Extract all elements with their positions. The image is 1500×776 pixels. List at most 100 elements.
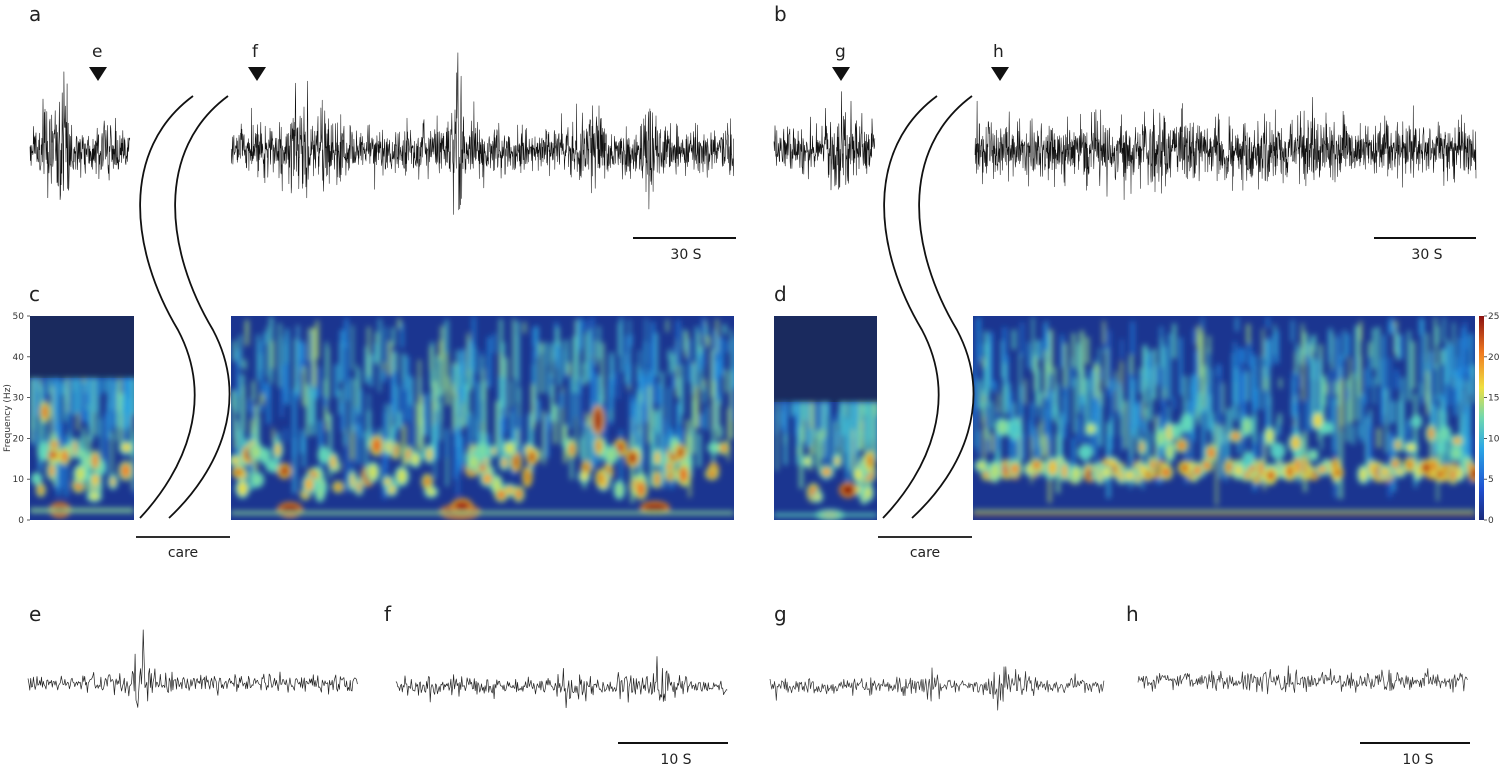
- power-streak: [1241, 373, 1245, 403]
- power-streak: [235, 391, 239, 414]
- power-hotspot: [1302, 458, 1307, 474]
- power-hotspot: [594, 408, 602, 432]
- power-streak: [501, 342, 505, 407]
- power-streak: [851, 402, 856, 440]
- power-streak: [559, 392, 564, 409]
- power-streak: [334, 364, 339, 398]
- power-streak: [1265, 390, 1269, 438]
- power-streak: [1056, 383, 1060, 416]
- power-streak: [1006, 355, 1009, 408]
- power-streak: [1201, 408, 1206, 478]
- power-streak: [699, 413, 704, 429]
- power-streak: [1179, 337, 1183, 396]
- power-streak: [572, 336, 577, 394]
- power-streak: [1451, 345, 1455, 377]
- power-streak: [1139, 373, 1142, 394]
- power-streak: [231, 390, 236, 408]
- power-streak: [1142, 421, 1146, 433]
- power-streak: [47, 378, 51, 395]
- power-streak: [1049, 329, 1053, 374]
- power-streak: [252, 425, 256, 440]
- power-streak: [530, 410, 534, 473]
- power-streak: [796, 402, 801, 447]
- power-streak: [411, 377, 414, 407]
- power-streak: [1095, 405, 1098, 472]
- power-streak: [1210, 368, 1213, 434]
- power-hotspot: [469, 456, 479, 469]
- y-tick-label: 40: [13, 353, 25, 363]
- power-hotspot: [251, 446, 261, 459]
- power-hotspot: [335, 483, 342, 491]
- power-streak: [1299, 347, 1302, 364]
- power-streak: [499, 352, 502, 377]
- power-streak: [668, 352, 671, 376]
- power-streak: [577, 321, 581, 354]
- power-streak: [1407, 330, 1411, 400]
- power-streak: [659, 387, 663, 450]
- y-tick-label: 0: [18, 516, 24, 526]
- power-streak: [1100, 368, 1103, 380]
- power-hotspot: [1294, 458, 1301, 475]
- power-streak: [1364, 368, 1368, 405]
- power-streak: [292, 389, 297, 457]
- power-streak: [1047, 394, 1051, 441]
- power-streak: [667, 387, 671, 449]
- power-streak: [843, 422, 847, 453]
- power-streak: [609, 352, 614, 373]
- marker-g-triangle: [832, 67, 850, 81]
- power-streak: [338, 389, 342, 415]
- power-streak: [451, 383, 454, 395]
- power-streak: [822, 402, 825, 430]
- power-hotspot: [1161, 467, 1171, 478]
- power-streak: [309, 389, 314, 425]
- power-streak: [1295, 343, 1299, 376]
- power-streak: [303, 343, 306, 367]
- power-streak: [1114, 377, 1117, 391]
- care-break-curve-right-b: [911, 95, 975, 519]
- power-streak: [248, 398, 252, 412]
- power-streak: [680, 364, 684, 415]
- power-streak: [388, 341, 392, 376]
- power-streak: [860, 430, 864, 451]
- power-streak: [705, 326, 708, 337]
- power-streak: [107, 378, 111, 439]
- power-streak: [1434, 396, 1438, 452]
- power-streak: [308, 386, 311, 398]
- power-streak: [1315, 360, 1319, 409]
- power-hotspot: [268, 462, 276, 470]
- power-hotspot: [654, 451, 661, 465]
- power-streak: [698, 345, 703, 357]
- power-streak: [389, 424, 393, 442]
- power-streak: [686, 419, 690, 460]
- eeg-trace-a-pre: [29, 71, 131, 200]
- power-streak: [1070, 357, 1074, 388]
- power-hotspot: [1150, 459, 1155, 471]
- power-streak: [1041, 391, 1044, 420]
- power-streak: [482, 380, 487, 443]
- power-streak: [613, 370, 616, 385]
- power-streak: [629, 334, 633, 347]
- power-hotspot: [1047, 459, 1058, 476]
- power-streak: [45, 422, 48, 459]
- y-tick-label: 50: [13, 312, 25, 322]
- spectrogram-power-blobs: [973, 317, 1475, 516]
- power-streak: [475, 382, 479, 442]
- power-streak: [1160, 337, 1164, 369]
- power-hotspot: [1406, 460, 1413, 470]
- power-streak: [727, 407, 730, 462]
- power-streak: [325, 412, 329, 431]
- power-streak: [480, 355, 484, 401]
- spectrogram-d-post: [973, 316, 1475, 520]
- power-streak: [37, 378, 41, 391]
- power-streak: [269, 372, 273, 384]
- power-streak: [81, 382, 86, 422]
- power-streak: [1434, 317, 1437, 370]
- power-streak: [643, 341, 648, 407]
- power-streak: [1313, 334, 1316, 353]
- power-streak: [637, 364, 640, 383]
- power-streak: [978, 380, 982, 409]
- spectrogram-power-blobs: [774, 402, 877, 520]
- y-tick-label: 20: [13, 434, 25, 444]
- power-streak: [382, 435, 387, 500]
- power-streak: [775, 402, 779, 471]
